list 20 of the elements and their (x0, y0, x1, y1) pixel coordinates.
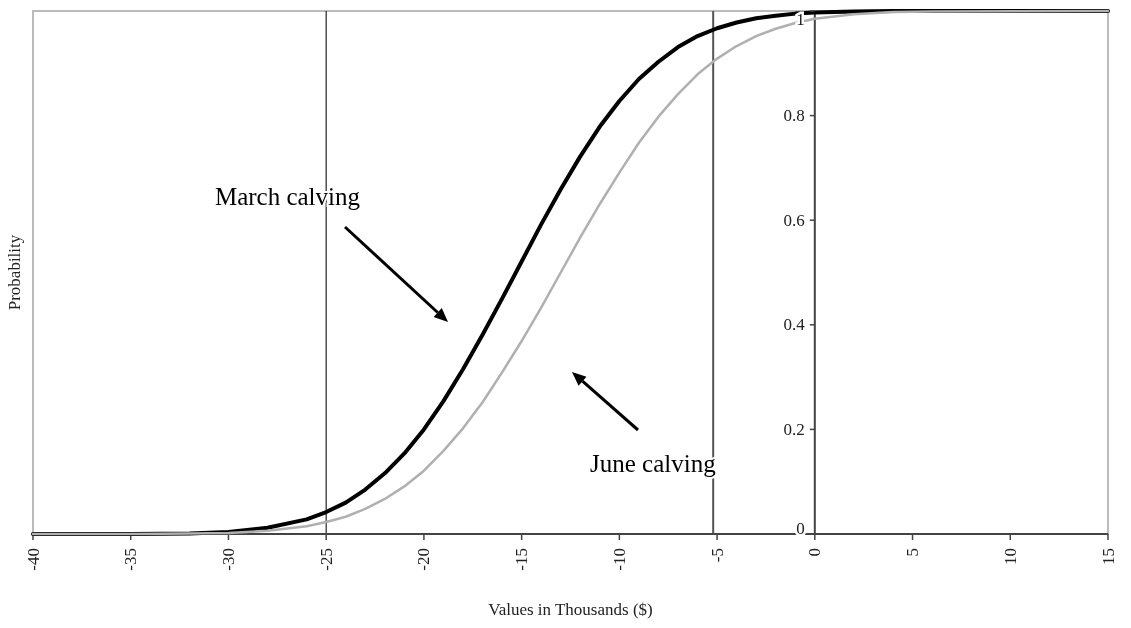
x-tick-label: 15 (1098, 548, 1118, 565)
x-tick-label: 5 (903, 548, 923, 557)
x-tick-label: -35 (121, 548, 141, 571)
x-tick-label: -30 (218, 548, 238, 571)
x-tick-label: 0 (805, 548, 825, 557)
y-tick-label: 0.6 (783, 210, 805, 230)
x-tick-label: -15 (512, 548, 532, 571)
y-tick-label: 0.8 (783, 106, 805, 126)
y-axis-title: Probability (5, 234, 24, 311)
y-tick-label: 1 (796, 9, 805, 29)
y-tick-label: 0.2 (783, 419, 805, 439)
x-tick-label: -5 (707, 548, 727, 563)
x-tick-label: 10 (1000, 548, 1020, 565)
x-axis-title: Values in Thousands ($) (488, 600, 653, 619)
y-tick-label: 0 (796, 518, 805, 538)
x-tick-label: -25 (316, 548, 336, 571)
x-tick-label: -10 (609, 548, 629, 571)
y-tick-label: 0.4 (783, 315, 806, 335)
x-tick-label: -40 (23, 548, 43, 571)
x-tick-label: -20 (414, 548, 434, 571)
